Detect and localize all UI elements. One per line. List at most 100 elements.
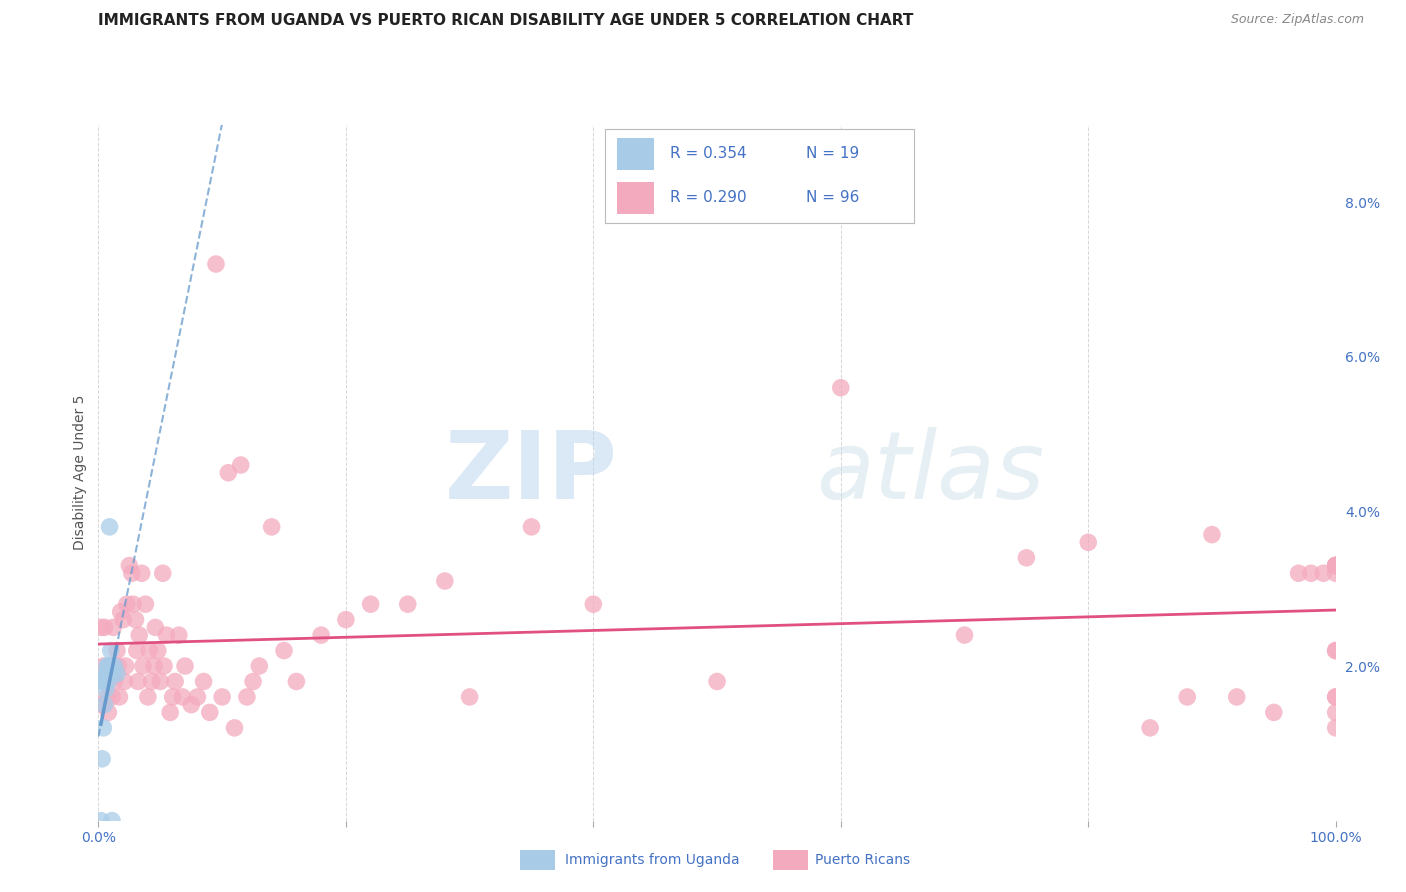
Point [100, 643, 122, 657]
Point [91, 698, 114, 712]
Point [103, 620, 125, 634]
Point [97, 659, 120, 673]
Point [1324, 558, 1347, 573]
Point [1288, 566, 1310, 581]
Point [1324, 558, 1347, 573]
Y-axis label: Disability Age Under 5: Disability Age Under 5 [73, 395, 87, 550]
Point [180, 698, 202, 712]
Point [149, 674, 172, 689]
Text: R = 0.290: R = 0.290 [669, 190, 747, 205]
Point [152, 566, 174, 581]
Point [953, 628, 976, 642]
Text: N = 19: N = 19 [806, 146, 859, 161]
Point [165, 674, 187, 689]
Point [128, 628, 150, 642]
Point [167, 628, 190, 642]
Point [93, 698, 115, 712]
Point [1015, 550, 1038, 565]
Point [153, 659, 176, 673]
Point [198, 706, 221, 720]
Point [146, 643, 169, 657]
Point [93, 674, 115, 689]
Point [229, 458, 252, 472]
Point [131, 566, 153, 581]
FancyBboxPatch shape [617, 182, 654, 214]
Point [205, 257, 228, 271]
Text: atlas: atlas [815, 427, 1045, 518]
Point [101, 814, 124, 828]
Point [1263, 706, 1285, 720]
Point [101, 690, 124, 704]
Point [1201, 527, 1223, 541]
Point [108, 690, 131, 704]
Text: Immigrants from Uganda: Immigrants from Uganda [565, 853, 740, 867]
Point [98, 520, 121, 534]
Point [96, 666, 118, 681]
Point [103, 659, 125, 673]
Point [112, 613, 135, 627]
Point [1324, 690, 1347, 704]
Text: R = 0.354: R = 0.354 [669, 146, 747, 161]
Point [110, 605, 132, 619]
Point [1324, 706, 1347, 720]
Point [520, 520, 543, 534]
Point [1324, 558, 1347, 573]
Point [309, 628, 332, 642]
Point [136, 690, 159, 704]
Point [1226, 690, 1249, 704]
Point [396, 597, 419, 611]
Point [273, 643, 295, 657]
Text: Source: ZipAtlas.com: Source: ZipAtlas.com [1230, 13, 1364, 27]
Point [1299, 566, 1322, 581]
Point [1139, 721, 1161, 735]
Point [90, 620, 112, 634]
Point [193, 674, 215, 689]
Point [242, 674, 264, 689]
Point [103, 674, 125, 689]
Point [115, 597, 138, 611]
Point [1324, 643, 1347, 657]
Point [1324, 558, 1347, 573]
Point [118, 558, 141, 573]
Point [93, 721, 115, 735]
Point [96, 659, 118, 673]
Point [1324, 558, 1347, 573]
Point [172, 690, 194, 704]
Point [96, 690, 118, 704]
Point [162, 690, 184, 704]
Text: Puerto Ricans: Puerto Ricans [815, 853, 911, 867]
Point [94, 674, 117, 689]
Point [100, 659, 122, 673]
Point [260, 520, 283, 534]
Point [121, 566, 143, 581]
Point [91, 752, 114, 766]
Point [285, 674, 308, 689]
Point [1312, 566, 1334, 581]
Point [132, 659, 155, 673]
Point [186, 690, 208, 704]
Point [107, 659, 129, 673]
Point [93, 674, 115, 689]
Point [138, 643, 160, 657]
Point [122, 597, 145, 611]
Point [217, 466, 239, 480]
Point [458, 690, 481, 704]
Point [114, 659, 136, 673]
Point [155, 628, 177, 642]
Point [125, 643, 148, 657]
Point [1175, 690, 1198, 704]
Point [127, 674, 149, 689]
Point [1077, 535, 1099, 549]
Point [97, 706, 120, 720]
Point [236, 690, 259, 704]
Point [224, 721, 246, 735]
Point [100, 666, 122, 681]
Point [1324, 558, 1347, 573]
Text: IMMIGRANTS FROM UGANDA VS PUERTO RICAN DISABILITY AGE UNDER 5 CORRELATION CHART: IMMIGRANTS FROM UGANDA VS PUERTO RICAN D… [98, 13, 914, 29]
Point [143, 620, 166, 634]
Point [582, 597, 605, 611]
Point [830, 381, 852, 395]
Point [112, 674, 135, 689]
Point [174, 659, 197, 673]
Point [1324, 643, 1347, 657]
